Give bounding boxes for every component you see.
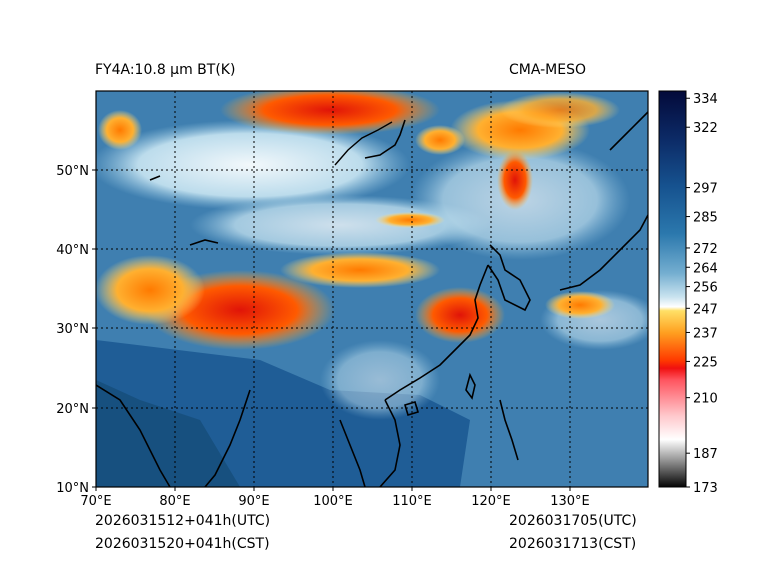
lon-tick-label: 90°E: [238, 494, 269, 509]
model-name: CMA-MESO: [509, 62, 587, 78]
lat-tick-label: 10°N: [56, 481, 89, 496]
lat-tick-label: 30°N: [56, 322, 89, 337]
lat-tick-label: 20°N: [56, 402, 89, 417]
colorbar: [658, 90, 687, 488]
colorbar-tick-label: 272: [693, 242, 718, 257]
colorbar-tick-label: 210: [693, 392, 718, 407]
colorbar-ticks: 334 322 297 285 272 264 256 247 237 225 210 187 173: [686, 92, 718, 496]
colorbar-tick-label: 187: [693, 447, 718, 462]
colorbar-tick-label: 322: [693, 121, 718, 136]
cst-init-time: 2026031520+041h(CST): [95, 536, 270, 552]
colorbar-tick-label: 297: [693, 182, 718, 197]
lon-tick-label: 120°E: [471, 494, 511, 509]
colorbar-tick-label: 173: [693, 481, 718, 496]
colorbar-tick-label: 334: [693, 92, 718, 107]
product-title: FY4A:10.8 µm BT(K): [95, 62, 236, 78]
lon-tick-label: 110°E: [392, 494, 432, 509]
colorbar-tick-label: 256: [693, 281, 718, 296]
utc-valid-time: 2026031705(UTC): [509, 513, 637, 529]
lon-tick-label: 70°E: [80, 494, 111, 509]
colorbar-tick-label: 247: [693, 302, 718, 317]
colorbar-tick-label: 264: [693, 261, 718, 276]
colorbar-tick-label: 237: [693, 326, 718, 341]
graticule: [96, 91, 648, 487]
cst-valid-time: 2026031713(CST): [509, 536, 637, 552]
lon-tick-label: 100°E: [313, 494, 353, 509]
lat-tick-label: 50°N: [56, 164, 89, 179]
coastline-outlines: [96, 111, 648, 487]
lon-tick-label: 80°E: [159, 494, 190, 509]
colorbar-tick-label: 225: [693, 355, 718, 370]
map-frame: [95, 90, 649, 488]
utc-init-time: 2026031512+041h(UTC): [95, 513, 271, 529]
colorbar-tick-label: 285: [693, 211, 718, 226]
lat-tick-label: 40°N: [56, 243, 89, 258]
lon-tick-label: 130°E: [550, 494, 590, 509]
